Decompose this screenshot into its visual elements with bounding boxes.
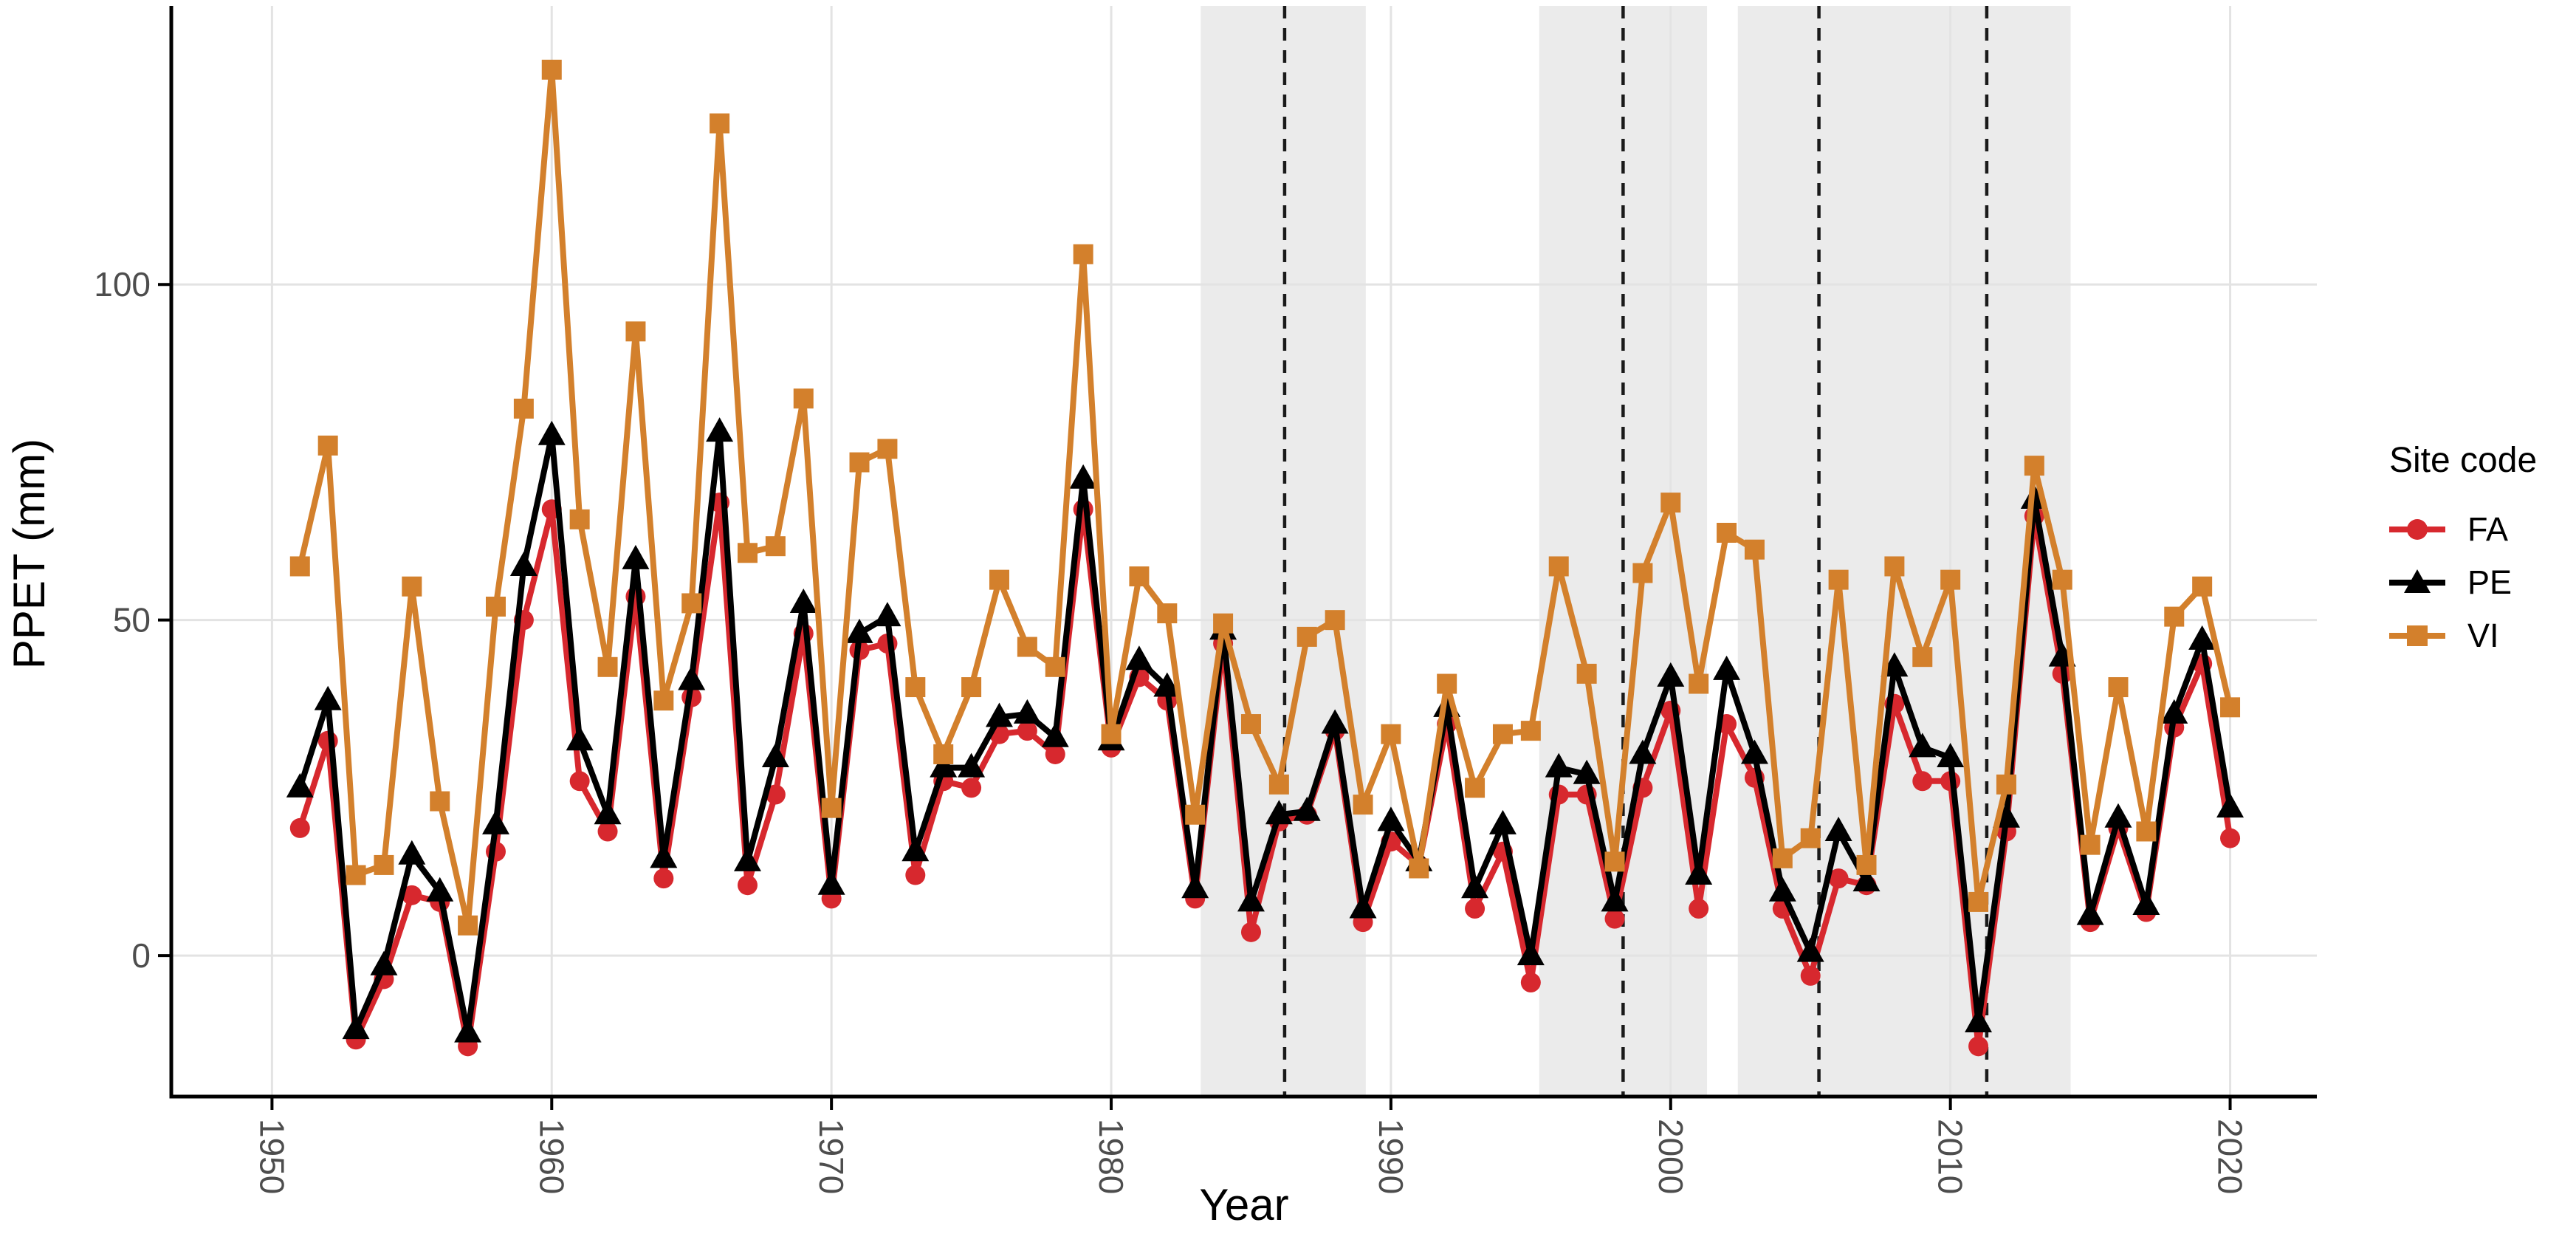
svg-text:1950: 1950 xyxy=(253,1119,291,1194)
legend: Site code FA PE VI xyxy=(2386,440,2571,662)
svg-text:1960: 1960 xyxy=(532,1119,571,1194)
tick-marks-and-labels: 0 50 100 1950 1960 1970 1980 1990 2000 2010 2020 xyxy=(94,265,2249,1194)
svg-text:1990: 1990 xyxy=(1372,1119,1410,1194)
legend-item-vi: VI xyxy=(2386,609,2571,662)
pe-triangle-icon xyxy=(2389,569,2445,593)
gridlines xyxy=(171,6,2317,1097)
svg-text:2000: 2000 xyxy=(1652,1119,1690,1194)
svg-text:100: 100 xyxy=(94,265,151,303)
axes xyxy=(169,6,2317,1099)
data-series xyxy=(286,59,2244,1057)
legend-label: VI xyxy=(2467,617,2499,654)
legend-title: Site code xyxy=(2389,441,2538,480)
legend-label: FA xyxy=(2467,510,2509,548)
svg-text:0: 0 xyxy=(131,936,151,975)
svg-text:2020: 2020 xyxy=(2211,1119,2250,1194)
svg-text:1970: 1970 xyxy=(812,1119,851,1194)
svg-text:2010: 2010 xyxy=(1931,1119,1970,1194)
svg-text:1980: 1980 xyxy=(1092,1119,1130,1194)
svg-text:50: 50 xyxy=(113,601,151,639)
fa-circle-icon xyxy=(2389,519,2445,540)
y-axis-title: PPET (mm) xyxy=(4,439,54,669)
x-axis-title: Year xyxy=(1199,1180,1288,1229)
shaded-bands xyxy=(1201,6,2071,1097)
vi-square-icon xyxy=(2389,625,2445,646)
legend-item-fa: FA xyxy=(2386,503,2571,556)
legend-label: PE xyxy=(2467,563,2513,601)
legend-item-pe: PE xyxy=(2386,556,2571,609)
